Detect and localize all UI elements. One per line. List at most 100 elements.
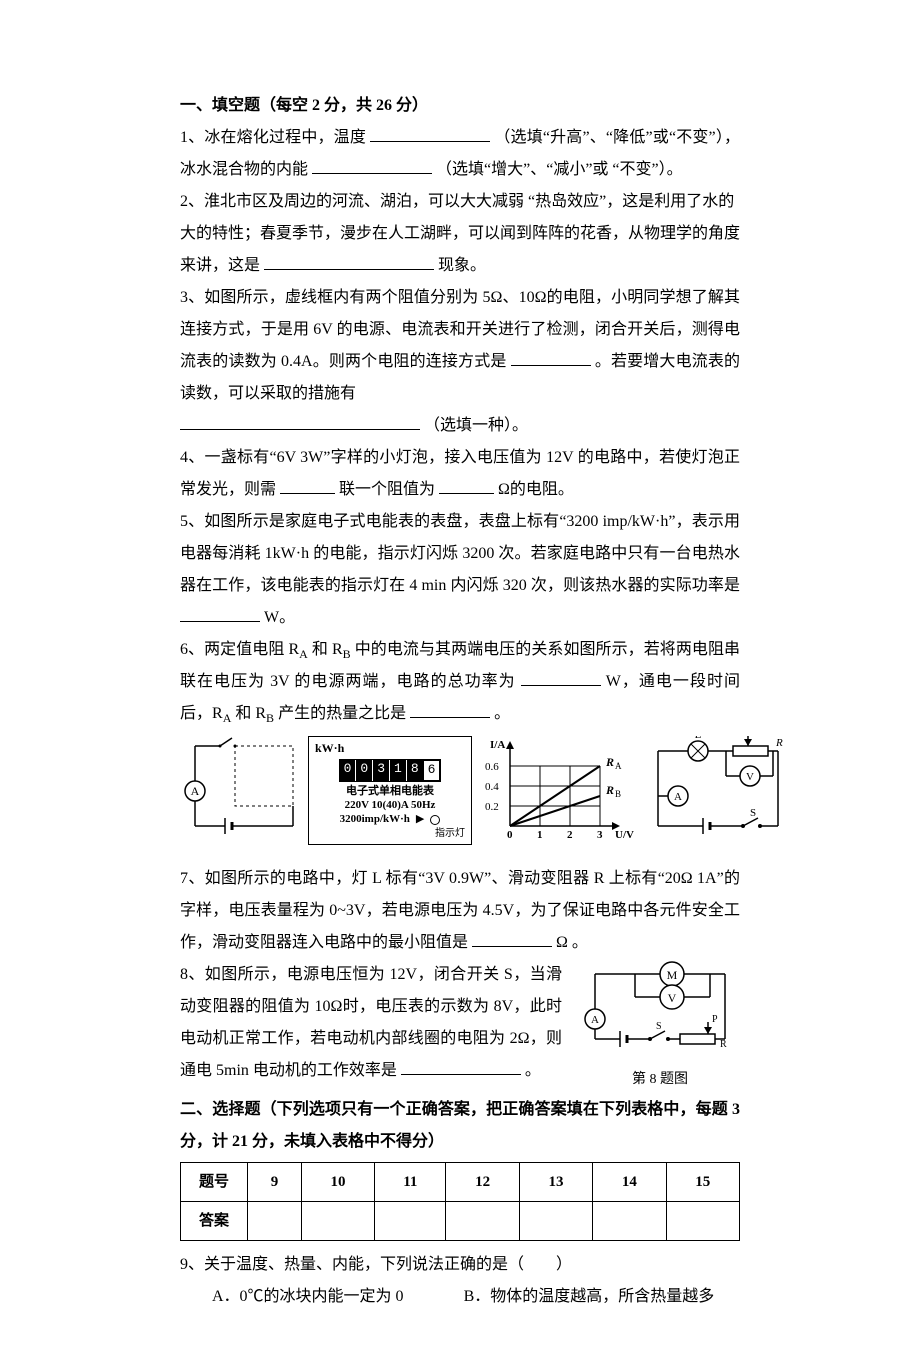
col-15: 15	[666, 1163, 739, 1202]
q7-text-a: 7、如图所示的电路中，灯 L 标有“3V 0.9W”、滑动变阻器 R 上标有“2…	[180, 870, 740, 951]
q7: 7、如图所示的电路中，灯 L 标有“3V 0.9W”、滑动变阻器 R 上标有“2…	[180, 863, 740, 959]
meter-unit: kW·h	[315, 741, 465, 757]
chart-ylabel: I/A	[490, 739, 505, 751]
q9-options: A．0℃的冰块内能一定为 0 B．物体的温度越高，所含热量越多	[212, 1281, 740, 1313]
q1-text-a: 1、冰在熔化过程中，温度	[180, 129, 370, 146]
meter-digit-4: 8	[406, 760, 423, 781]
q7-circuit-figure: L R A V	[648, 736, 788, 853]
chart-xlabel: U/V	[615, 829, 634, 841]
svg-text:A: A	[191, 784, 200, 798]
q6-sub-b1: B	[343, 647, 351, 661]
col-9: 9	[248, 1163, 302, 1202]
svg-text:B: B	[615, 789, 621, 799]
q9-opt-a: A．0℃的冰块内能一定为 0	[212, 1281, 404, 1313]
q2-text-c: 现象。	[438, 257, 486, 274]
col-14: 14	[593, 1163, 666, 1202]
meter-indicator-label: 指示灯	[315, 827, 465, 840]
meter-digit-5: 6	[423, 760, 441, 781]
c7-V: V	[746, 771, 754, 783]
q7-blank[interactable]	[472, 930, 552, 947]
table-row: 题号 9 10 11 12 13 14 15	[181, 1163, 740, 1202]
ans-11[interactable]	[375, 1202, 446, 1241]
q2-text-a: 2、淮北市区及周边的河流、湖泊，可以大大减弱 “热岛效应”，这是利用了水的	[180, 193, 734, 210]
svg-text:A: A	[615, 761, 622, 771]
q6-blank-2[interactable]	[410, 701, 490, 718]
chart-ytick-0: 0.2	[485, 801, 499, 813]
q6-sub-b2: B	[266, 711, 274, 725]
figure-row: A kW·h 0 0 3 1 8 6 电子式单相电能表 220V 10(40)A…	[180, 736, 740, 853]
indicator-icon: ▶	[416, 812, 424, 826]
q5-text-a: 5、如图所示是家庭电子式电能表的表盘，表盘上标有“3200 imp/kW·h”，…	[180, 513, 740, 594]
c8-P: P	[712, 1014, 718, 1025]
q1-text-c: （选填“增大”、“减小”或 “不变”）。	[436, 161, 683, 178]
q5-blank[interactable]	[180, 605, 260, 622]
q6-text-e: 和 R	[235, 705, 266, 722]
chart-xtick-3: 3	[597, 829, 603, 841]
row1-label: 题号	[181, 1163, 248, 1202]
indicator-led-icon	[430, 815, 440, 825]
c8-M: M	[667, 968, 678, 982]
col-13: 13	[519, 1163, 592, 1202]
section1-header: 一、填空题（每空 2 分，共 26 分）	[180, 97, 428, 114]
q8-circuit-figure: M V A S	[580, 959, 740, 1094]
q3-blank-1[interactable]	[511, 349, 591, 366]
ans-9[interactable]	[248, 1202, 302, 1241]
chart-xtick-2: 2	[567, 829, 573, 841]
ans-13[interactable]	[519, 1202, 592, 1241]
q9-opt-b: B．物体的温度越高，所含热量越多	[464, 1281, 715, 1313]
q6-sub-a2: A	[223, 711, 232, 725]
q6-text-f: 产生的热量之比是	[278, 705, 406, 722]
q3-blank-2[interactable]	[180, 413, 420, 430]
q8-text-b: 。	[525, 1062, 541, 1079]
q4-text-c: Ω的电阻。	[498, 481, 574, 498]
q1-blank-1[interactable]	[370, 125, 490, 142]
q5: 5、如图所示是家庭电子式电能表的表盘，表盘上标有“3200 imp/kW·h”，…	[180, 506, 740, 634]
c8-A: A	[591, 1014, 599, 1026]
q8-blank[interactable]	[401, 1058, 521, 1075]
q4-text-b: 联一个阻值为	[339, 481, 435, 498]
c7-A: A	[674, 791, 682, 803]
section2-header: 二、选择题（下列选项只有一个正确答案，把正确答案填在下列表格中，每题 3 分，计…	[180, 1101, 740, 1150]
q6: 6、两定值电阻 RA 和 RB 中的电流与其两端电压的关系如图所示，若将两电阻串…	[180, 634, 740, 730]
q4-blank-2[interactable]	[439, 477, 494, 494]
iv-chart: I/A 0.2 0.4 0.6 0 1 2 3 U/V RA RB	[480, 736, 640, 853]
q3-text-c: （选填一种）。	[424, 417, 528, 434]
meter-digit-1: 0	[355, 760, 372, 781]
meter-digit-2: 3	[372, 760, 389, 781]
row2-label: 答案	[181, 1202, 248, 1241]
meter-digit-3: 1	[389, 760, 406, 781]
q4-blank-1[interactable]	[280, 477, 335, 494]
col-10: 10	[301, 1163, 374, 1202]
chart-xtick-0: 0	[507, 829, 513, 841]
c7-L: L	[695, 736, 702, 741]
c7-S: S	[750, 807, 756, 819]
q6-text-b: 和 R	[312, 641, 343, 658]
meter-figure: kW·h 0 0 3 1 8 6 电子式单相电能表 220V 10(40)A 5…	[308, 736, 472, 844]
c8-S: S	[656, 1021, 662, 1032]
q1: 1、冰在熔化过程中，温度 （选填“升高”、“降低”或“不变”），冰水混合物的内能…	[180, 122, 740, 186]
answer-table: 题号 9 10 11 12 13 14 15 答案	[180, 1162, 740, 1241]
meter-digit-0: 0	[340, 760, 356, 781]
q6-text-a: 6、两定值电阻 R	[180, 641, 299, 658]
chart-xtick-1: 1	[537, 829, 543, 841]
q8-caption: 第 8 题图	[580, 1066, 740, 1094]
table-row: 答案	[181, 1202, 740, 1241]
c7-R: R	[775, 737, 783, 749]
c8-V: V	[668, 991, 677, 1005]
q3: 3、如图所示，虚线框内有两个阻值分别为 5Ω、10Ω的电阻，小明同学想了解其连接…	[180, 282, 740, 410]
ans-15[interactable]	[666, 1202, 739, 1241]
ans-14[interactable]	[593, 1202, 666, 1241]
col-12: 12	[446, 1163, 519, 1202]
c8-R: R	[720, 1039, 727, 1050]
q9: 9、关于温度、热量、内能，下列说法正确的是（ ）	[180, 1249, 740, 1281]
q1-blank-2[interactable]	[312, 157, 432, 174]
q7-text-b: Ω 。	[556, 934, 588, 951]
meter-line3: 3200imp/kW·h	[340, 812, 410, 826]
q2-blank[interactable]	[264, 253, 434, 270]
ans-10[interactable]	[301, 1202, 374, 1241]
meter-line2: 220V 10(40)A 50Hz	[315, 798, 465, 812]
ans-12[interactable]	[446, 1202, 519, 1241]
q5-text-b: W。	[264, 609, 295, 626]
chart-ytick-1: 0.4	[485, 781, 499, 793]
q6-blank-1[interactable]	[521, 669, 601, 686]
